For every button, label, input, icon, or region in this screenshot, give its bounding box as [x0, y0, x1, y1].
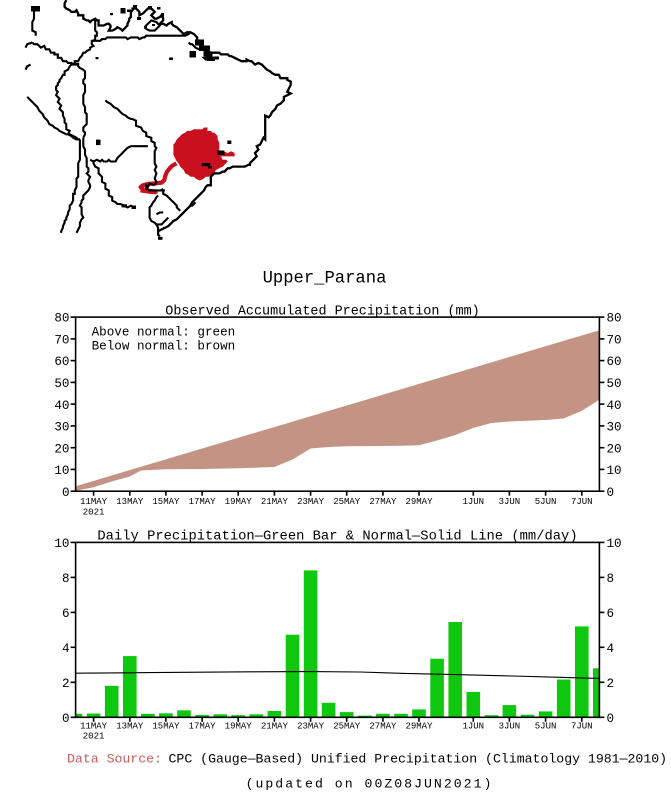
svg-text:60: 60: [607, 355, 622, 369]
svg-text:2021: 2021: [83, 508, 105, 518]
svg-text:27MAY: 27MAY: [369, 721, 397, 731]
svg-text:6: 6: [62, 607, 70, 621]
svg-text:21MAY: 21MAY: [261, 721, 289, 731]
svg-text:25MAY: 25MAY: [333, 497, 361, 507]
svg-text:13MAY: 13MAY: [116, 721, 144, 731]
svg-text:10: 10: [607, 464, 622, 478]
svg-text:Daily Precipitation—Green Bar: Daily Precipitation—Green Bar & Normal—S…: [97, 528, 577, 544]
svg-text:17MAY: 17MAY: [189, 721, 217, 731]
svg-text:0: 0: [607, 486, 615, 500]
svg-text:15MAY: 15MAY: [152, 721, 180, 731]
svg-text:3JUN: 3JUN: [499, 497, 521, 507]
svg-text:8: 8: [607, 572, 615, 586]
svg-text:2: 2: [607, 677, 615, 691]
svg-text:50: 50: [54, 377, 69, 391]
svg-text:29MAY: 29MAY: [405, 497, 433, 507]
svg-text:30: 30: [607, 421, 622, 435]
svg-text:19MAY: 19MAY: [225, 497, 253, 507]
svg-text:13MAY: 13MAY: [116, 497, 144, 507]
svg-text:40: 40: [607, 399, 622, 413]
svg-text:Above normal: green: Above normal: green: [92, 325, 236, 339]
svg-text:80: 80: [607, 312, 622, 326]
svg-text:10: 10: [54, 537, 69, 551]
svg-text:23MAY: 23MAY: [297, 497, 325, 507]
svg-text:20: 20: [54, 442, 69, 456]
svg-text:Observed Accumulated Precipita: Observed Accumulated Precipitation (mm): [165, 304, 480, 319]
svg-text:1JUN: 1JUN: [462, 721, 484, 731]
svg-text:40: 40: [54, 399, 69, 413]
svg-text:70: 70: [607, 334, 622, 348]
svg-text:21MAY: 21MAY: [261, 497, 289, 507]
svg-text:30: 30: [54, 421, 69, 435]
svg-text:7JUN: 7JUN: [571, 721, 593, 731]
svg-text:80: 80: [54, 312, 69, 326]
svg-text:60: 60: [54, 355, 69, 369]
svg-text:29MAY: 29MAY: [405, 721, 433, 731]
svg-text:10: 10: [607, 537, 622, 551]
svg-text:Data Source:: Data Source:: [67, 752, 162, 767]
svg-text:25MAY: 25MAY: [333, 721, 361, 731]
svg-text:27MAY: 27MAY: [369, 497, 397, 507]
svg-text:0: 0: [62, 486, 70, 500]
svg-text:2: 2: [62, 677, 70, 691]
svg-text:0: 0: [62, 712, 70, 726]
svg-text:6: 6: [607, 607, 615, 621]
svg-text:CPC (Gauge—Based) Unified Prec: CPC (Gauge—Based) Unified Precipitation …: [169, 752, 668, 767]
svg-text:8: 8: [62, 572, 70, 586]
svg-text:Upper_Parana: Upper_Parana: [263, 270, 387, 289]
svg-text:17MAY: 17MAY: [189, 497, 217, 507]
svg-text:5JUN: 5JUN: [535, 721, 557, 731]
svg-text:11MAY: 11MAY: [80, 497, 108, 507]
svg-text:4: 4: [607, 642, 615, 656]
svg-text:3JUN: 3JUN: [499, 721, 521, 731]
svg-text:15MAY: 15MAY: [152, 497, 180, 507]
svg-text:5JUN: 5JUN: [535, 497, 557, 507]
svg-text:19MAY: 19MAY: [225, 721, 253, 731]
svg-text:Below normal: brown: Below normal: brown: [92, 339, 236, 353]
svg-text:70: 70: [54, 334, 69, 348]
svg-text:10: 10: [54, 464, 69, 478]
svg-text:23MAY: 23MAY: [297, 721, 325, 731]
svg-text:(updated on 00Z08JUN2021): (updated on 00Z08JUN2021): [246, 777, 494, 792]
svg-text:11MAY: 11MAY: [80, 721, 108, 731]
svg-text:0: 0: [607, 712, 615, 726]
svg-text:4: 4: [62, 642, 70, 656]
svg-text:2021: 2021: [83, 732, 105, 742]
svg-text:50: 50: [607, 377, 622, 391]
svg-text:7JUN: 7JUN: [571, 497, 593, 507]
svg-text:20: 20: [607, 442, 622, 456]
svg-text:1JUN: 1JUN: [462, 497, 484, 507]
